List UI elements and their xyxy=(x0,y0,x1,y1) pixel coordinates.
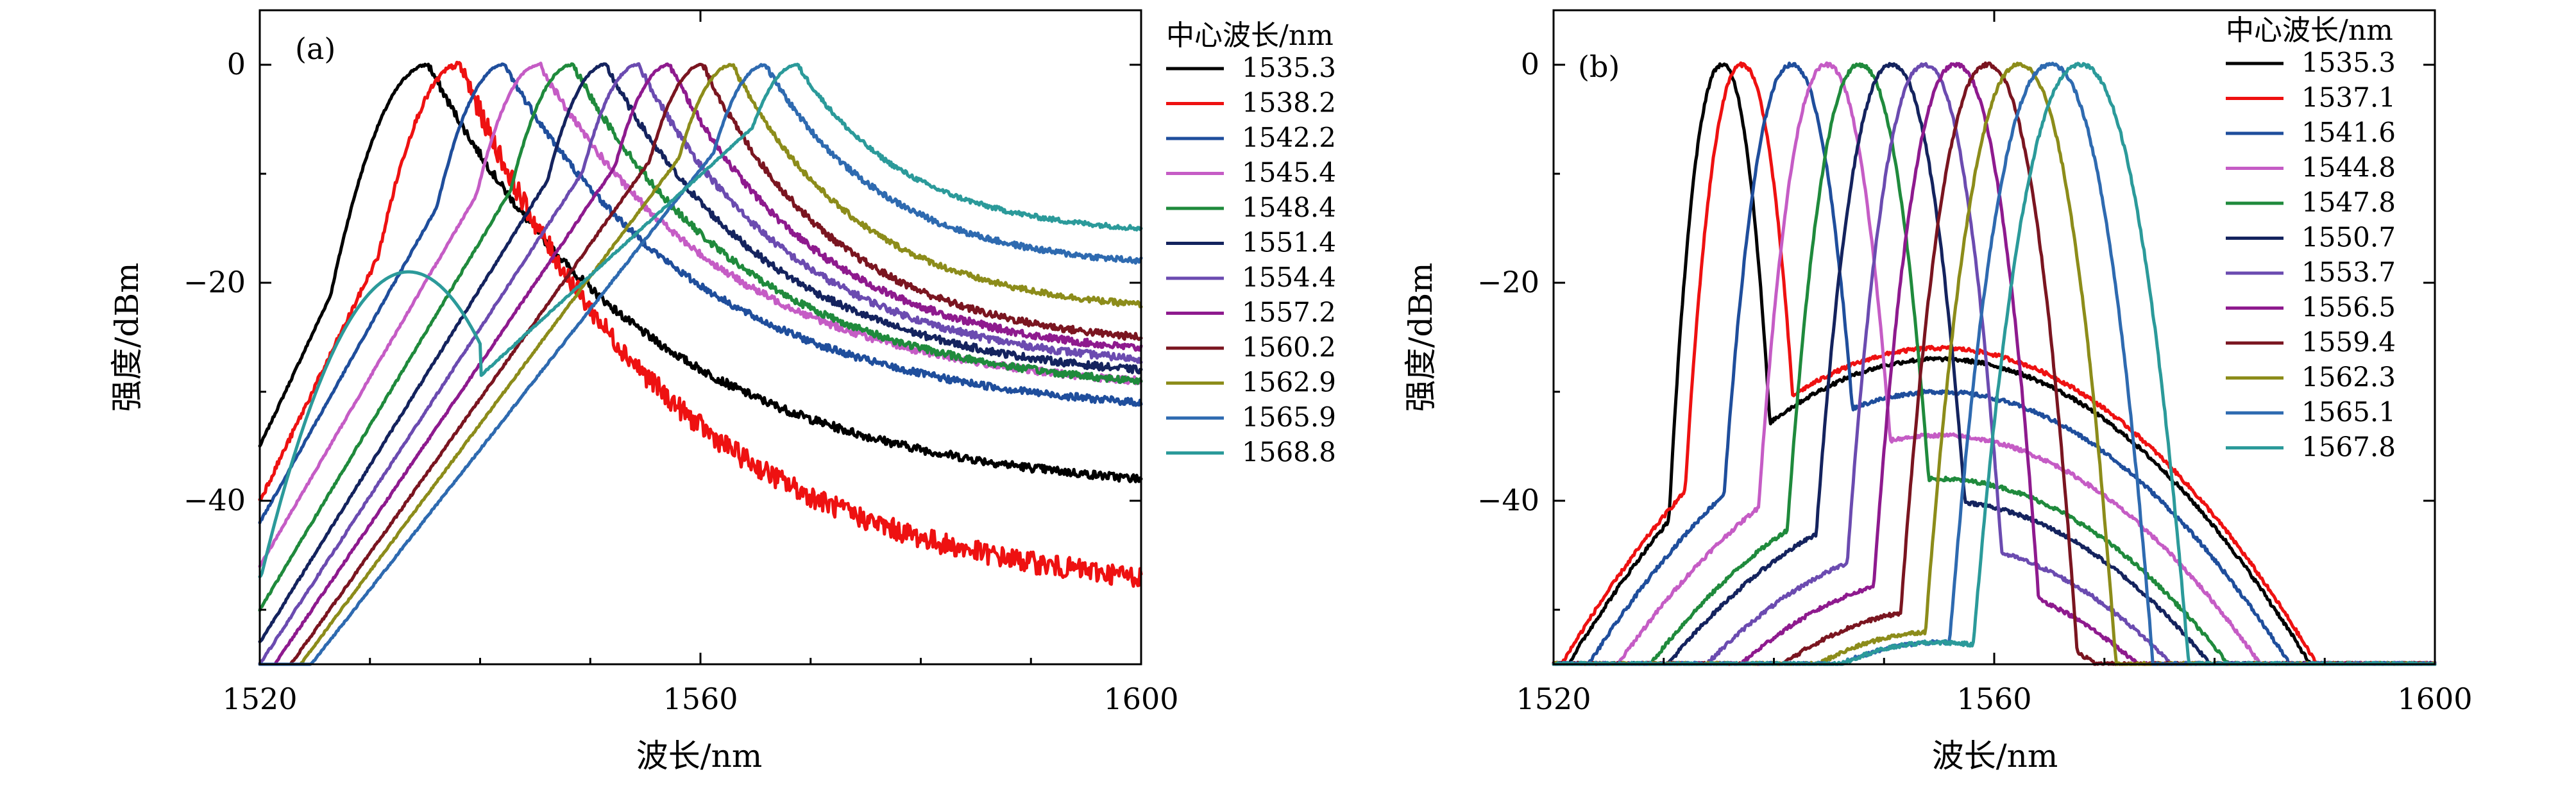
legend-label: 1562.3 xyxy=(2301,362,2396,393)
legend-label: 1553.7 xyxy=(2301,256,2396,288)
legend-label: 1538.2 xyxy=(1242,87,1336,119)
y-tick-label: 0 xyxy=(1521,47,1539,81)
panel-b-label: (b) xyxy=(1578,49,1620,84)
y-tick-label: −20 xyxy=(183,265,246,299)
legend-label: 1562.9 xyxy=(1242,367,1336,398)
legend-label: 1559.4 xyxy=(2301,326,2396,358)
series-line-1560-2 xyxy=(258,62,1143,666)
panel-b-ticks: 1520 1560 1600 0 −20 −40 xyxy=(1477,10,2473,716)
panel-b: 1520 1560 1600 0 −20 −40 (b) 波长/nm 强度/dBm 中心波… xyxy=(1402,9,2473,775)
x-tick-label: 1600 xyxy=(1103,682,1178,716)
panel-b-legend-title: 中心波长/nm xyxy=(2226,14,2393,47)
legend-label: 1537.1 xyxy=(2301,82,2396,113)
x-tick-label: 1560 xyxy=(663,682,738,716)
legend-label: 1551.4 xyxy=(1242,227,1336,258)
panel-a-series-group xyxy=(258,60,1143,666)
x-tick-label: 1520 xyxy=(222,682,297,716)
series-line-1542-2 xyxy=(258,62,1143,524)
series-line-1562-9 xyxy=(258,63,1143,666)
series-line-1565-9 xyxy=(258,63,1143,666)
series-line-1535-3 xyxy=(258,62,1143,483)
legend-label: 1554.4 xyxy=(1242,262,1336,293)
legend-label: 1548.4 xyxy=(1242,192,1336,223)
panel-a-legend-title: 中心波长/nm xyxy=(1166,19,1334,52)
legend-label: 1542.2 xyxy=(1242,122,1336,153)
series-line-1548-4 xyxy=(258,62,1143,612)
legend-label: 1535.3 xyxy=(2301,47,2396,78)
legend-label: 1557.2 xyxy=(1242,297,1336,328)
legend-label: 1545.4 xyxy=(1242,157,1336,189)
series-line-1554-4 xyxy=(258,62,1143,666)
panel-a: 1520 1560 1600 0 −20 −40 (a) 波长/nm 强度/dBm 中心波… xyxy=(108,9,1336,775)
legend-label: 1565.1 xyxy=(2301,396,2396,428)
y-tick-label: −40 xyxy=(1477,483,1539,517)
legend-label: 1535.3 xyxy=(1242,52,1336,83)
y-tick-label: 0 xyxy=(227,47,246,81)
legend-label: 1541.6 xyxy=(2301,117,2396,148)
y-tick-label: −40 xyxy=(183,483,246,517)
panel-a-label: (a) xyxy=(295,31,335,66)
x-tick-label: 1560 xyxy=(1956,682,2031,716)
legend-label: 1568.8 xyxy=(1242,437,1336,468)
legend-label: 1547.8 xyxy=(2301,187,2396,218)
series-line-1557-2 xyxy=(258,62,1143,666)
x-tick-label: 1600 xyxy=(2397,682,2472,716)
panel-a-xlabel: 波长/nm xyxy=(636,737,762,775)
panel-a-ticks: 1520 1560 1600 0 −20 −40 xyxy=(183,10,1179,716)
panel-b-legend: 中心波长/nm 1535.3 1537.1 1541.6 1544.8 1547.8 15… xyxy=(2226,14,2396,463)
legend-label: 1556.5 xyxy=(2301,292,2396,323)
legend-label: 1550.7 xyxy=(2301,222,2396,253)
x-tick-label: 1520 xyxy=(1516,682,1591,716)
series-line-1568-8 xyxy=(258,62,1143,578)
series-line-1537-1 xyxy=(1552,61,2437,666)
y-tick-label: −20 xyxy=(1477,265,1539,299)
series-line-1551-4 xyxy=(258,62,1143,644)
series-line-1535-3 xyxy=(1552,62,2437,666)
panel-b-ylabel: 强度/dBm xyxy=(1402,262,1439,412)
legend-label: 1565.9 xyxy=(1242,401,1336,433)
legend-label: 1567.8 xyxy=(2301,432,2396,463)
panel-b-xlabel: 波长/nm xyxy=(1932,737,2058,775)
series-line-1538-2 xyxy=(258,60,1143,588)
legend-label: 1544.8 xyxy=(2301,152,2396,183)
panel-a-ylabel: 强度/dBm xyxy=(108,262,146,412)
legend-label: 1560.2 xyxy=(1242,331,1336,363)
